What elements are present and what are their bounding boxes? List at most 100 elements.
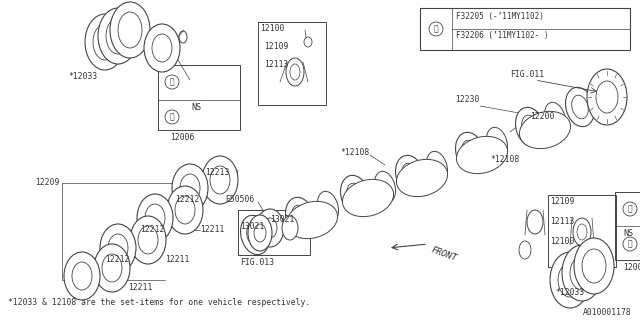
- Ellipse shape: [172, 164, 208, 212]
- Text: 12109: 12109: [264, 42, 289, 51]
- Bar: [238, 210, 310, 255]
- Ellipse shape: [180, 174, 200, 202]
- Ellipse shape: [175, 196, 195, 224]
- Ellipse shape: [241, 215, 269, 255]
- Text: 12212: 12212: [105, 255, 129, 264]
- Bar: [258, 22, 326, 105]
- Ellipse shape: [130, 216, 166, 264]
- Ellipse shape: [285, 197, 314, 237]
- Circle shape: [429, 22, 443, 36]
- Text: 12212: 12212: [140, 225, 164, 234]
- Text: FRONT: FRONT: [430, 245, 458, 263]
- Text: 12100: 12100: [550, 237, 574, 246]
- Ellipse shape: [396, 159, 447, 197]
- Bar: [548, 195, 616, 267]
- Text: FIG.011: FIG.011: [510, 70, 544, 79]
- Text: ①: ①: [434, 25, 438, 34]
- Ellipse shape: [290, 64, 300, 80]
- Ellipse shape: [102, 254, 122, 282]
- Text: 12211: 12211: [165, 255, 189, 264]
- Ellipse shape: [396, 155, 424, 195]
- Text: ①: ①: [170, 113, 174, 122]
- Ellipse shape: [527, 210, 543, 234]
- Text: NS: NS: [191, 103, 201, 112]
- Ellipse shape: [93, 24, 117, 60]
- Text: ①: ①: [628, 239, 632, 249]
- Bar: [420, 8, 630, 50]
- Ellipse shape: [426, 151, 447, 183]
- Bar: [615, 192, 640, 260]
- Ellipse shape: [520, 111, 570, 149]
- Circle shape: [623, 202, 637, 216]
- Circle shape: [165, 110, 179, 124]
- Ellipse shape: [167, 186, 203, 234]
- Circle shape: [623, 237, 637, 251]
- Ellipse shape: [574, 238, 614, 294]
- Ellipse shape: [550, 252, 590, 308]
- Ellipse shape: [110, 2, 150, 58]
- Ellipse shape: [461, 140, 478, 164]
- Ellipse shape: [145, 204, 165, 232]
- Text: 12200: 12200: [530, 112, 554, 121]
- Ellipse shape: [596, 81, 618, 113]
- Ellipse shape: [202, 156, 238, 204]
- Ellipse shape: [254, 224, 266, 242]
- Ellipse shape: [286, 58, 304, 86]
- Text: F32206 (’11MY1102- ): F32206 (’11MY1102- ): [456, 31, 548, 40]
- Text: 12211: 12211: [128, 283, 152, 292]
- Ellipse shape: [342, 179, 394, 217]
- Ellipse shape: [456, 136, 508, 174]
- Text: 12209: 12209: [35, 178, 60, 187]
- Ellipse shape: [292, 205, 308, 229]
- Ellipse shape: [545, 102, 566, 134]
- Ellipse shape: [64, 252, 100, 300]
- Ellipse shape: [100, 224, 136, 272]
- Ellipse shape: [577, 224, 587, 240]
- Text: A010001178: A010001178: [583, 308, 632, 317]
- Text: 12211: 12211: [200, 225, 225, 234]
- Ellipse shape: [558, 263, 582, 297]
- Ellipse shape: [317, 191, 339, 223]
- Ellipse shape: [347, 183, 364, 207]
- Text: E50506: E50506: [225, 195, 254, 204]
- Ellipse shape: [248, 215, 272, 251]
- Ellipse shape: [106, 18, 130, 54]
- Ellipse shape: [340, 175, 369, 215]
- Text: F32205 (-’11MY1102): F32205 (-’11MY1102): [456, 12, 544, 21]
- Ellipse shape: [210, 166, 230, 194]
- Ellipse shape: [144, 24, 180, 72]
- Text: 12109: 12109: [550, 197, 574, 206]
- Text: 12213: 12213: [205, 168, 229, 177]
- Ellipse shape: [572, 95, 588, 119]
- Text: 12230: 12230: [455, 95, 479, 104]
- Text: 12113: 12113: [550, 217, 574, 226]
- Ellipse shape: [374, 171, 396, 203]
- Text: 12212: 12212: [175, 195, 200, 204]
- Text: *12033: *12033: [68, 72, 97, 81]
- Ellipse shape: [263, 218, 277, 238]
- Ellipse shape: [587, 69, 627, 125]
- Text: 13021: 13021: [240, 222, 264, 231]
- Ellipse shape: [138, 226, 158, 254]
- Ellipse shape: [519, 241, 531, 259]
- Ellipse shape: [152, 34, 172, 62]
- Ellipse shape: [566, 87, 595, 127]
- Ellipse shape: [573, 218, 591, 246]
- Text: ①: ①: [170, 77, 174, 86]
- Ellipse shape: [562, 245, 602, 301]
- Ellipse shape: [256, 209, 284, 247]
- Text: 12006: 12006: [623, 263, 640, 272]
- Text: 13021: 13021: [270, 215, 294, 224]
- Text: ①: ①: [628, 204, 632, 213]
- Ellipse shape: [137, 194, 173, 242]
- Text: *12033: *12033: [555, 288, 584, 297]
- Ellipse shape: [94, 244, 130, 292]
- Text: *12033 & 12108 are the set-items for one vehicle respectively.: *12033 & 12108 are the set-items for one…: [8, 298, 310, 307]
- Text: *12108: *12108: [340, 148, 369, 157]
- Ellipse shape: [402, 163, 419, 187]
- Text: 12113: 12113: [264, 60, 289, 69]
- Ellipse shape: [246, 223, 263, 247]
- Circle shape: [165, 75, 179, 89]
- Ellipse shape: [486, 127, 508, 159]
- Ellipse shape: [522, 115, 538, 139]
